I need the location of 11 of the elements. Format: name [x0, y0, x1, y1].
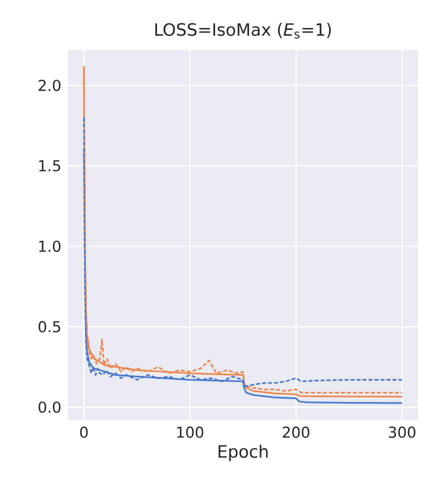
y-tick-label: 0.5	[38, 321, 60, 332]
chart-title: LOSS=IsoMax (E$_{s}$=1)	[155, 22, 331, 38]
y-tick-label: 1.5	[39, 160, 60, 172]
x-tick-label: 300	[388, 426, 416, 438]
x-axis-title: Epoch	[218, 444, 268, 462]
x-tick-label: 0	[80, 426, 88, 438]
x-tick-label: 100	[177, 426, 204, 438]
y-tick-label: 2.0	[38, 80, 60, 92]
y-tick-label: 1.0	[39, 240, 60, 252]
y-tick-label: 0.0	[38, 401, 60, 413]
x-tick-label: 200	[282, 426, 310, 438]
